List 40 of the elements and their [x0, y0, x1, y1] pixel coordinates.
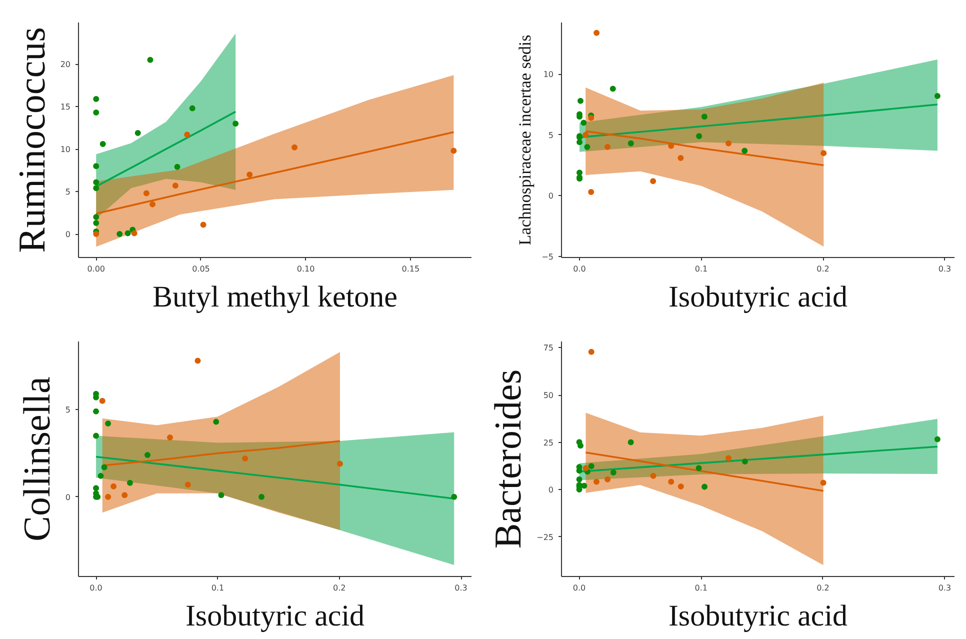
- x-tick-label: 0.0: [573, 264, 586, 274]
- y-tick-label: 5: [65, 406, 71, 415]
- x-tick-label: 0.3: [938, 584, 952, 592]
- y-tick-label: −5: [542, 252, 554, 262]
- y-tick-label: 0: [548, 486, 554, 495]
- y-axis-title: Ruminococcus: [11, 27, 54, 253]
- x-tick-label: 0.10: [296, 264, 315, 274]
- x-tick-label: 0.3: [454, 584, 468, 592]
- x-axis-title: Isobutyric acid: [668, 280, 848, 314]
- x-tick-label: 0.00: [87, 264, 106, 274]
- x-tick-label: 0.2: [333, 584, 346, 592]
- x-tick-label: 0.2: [816, 264, 830, 274]
- y-tick-label: 0: [65, 492, 71, 502]
- x-tick-label: 0.0: [572, 584, 586, 592]
- y-tick-label: 10: [543, 70, 554, 80]
- x-axis-title: Butyl methyl ketone: [152, 280, 398, 314]
- y-tick-label: −25: [536, 532, 554, 542]
- y-axis-title: Collinsella: [16, 376, 58, 542]
- x-tick-label: 0.1: [211, 584, 224, 592]
- x-tick-label: 0.15: [402, 264, 420, 274]
- y-axis-title: Bacteroides: [488, 369, 530, 549]
- x-tick-label: 0.2: [816, 584, 830, 592]
- x-tick-label: 0.1: [694, 264, 708, 274]
- y-tick-label: 0: [65, 230, 71, 240]
- x-axis-title: Isobutyric acid: [185, 600, 365, 632]
- x-tick-label: 0.0: [90, 584, 102, 592]
- y-tick-label: 0: [548, 192, 554, 201]
- y-tick-label: 20: [60, 60, 71, 70]
- y-tick-label: 10: [60, 145, 71, 154]
- y-tick-label: 25: [543, 438, 554, 448]
- y-axis-title: Lachnospiraceae incertae sedis: [516, 34, 535, 246]
- y-tick-label: 75: [543, 344, 554, 353]
- y-tick-label: 5: [65, 188, 71, 197]
- y-tick-label: 15: [60, 102, 71, 112]
- y-tick-label: 5: [548, 130, 554, 140]
- x-axis-title: Isobutyric acid: [668, 600, 848, 632]
- x-tick-label: 0.3: [938, 264, 952, 274]
- x-tick-label: 0.1: [694, 584, 708, 592]
- y-tick-label: 50: [543, 391, 554, 400]
- x-tick-label: 0.05: [192, 264, 210, 274]
